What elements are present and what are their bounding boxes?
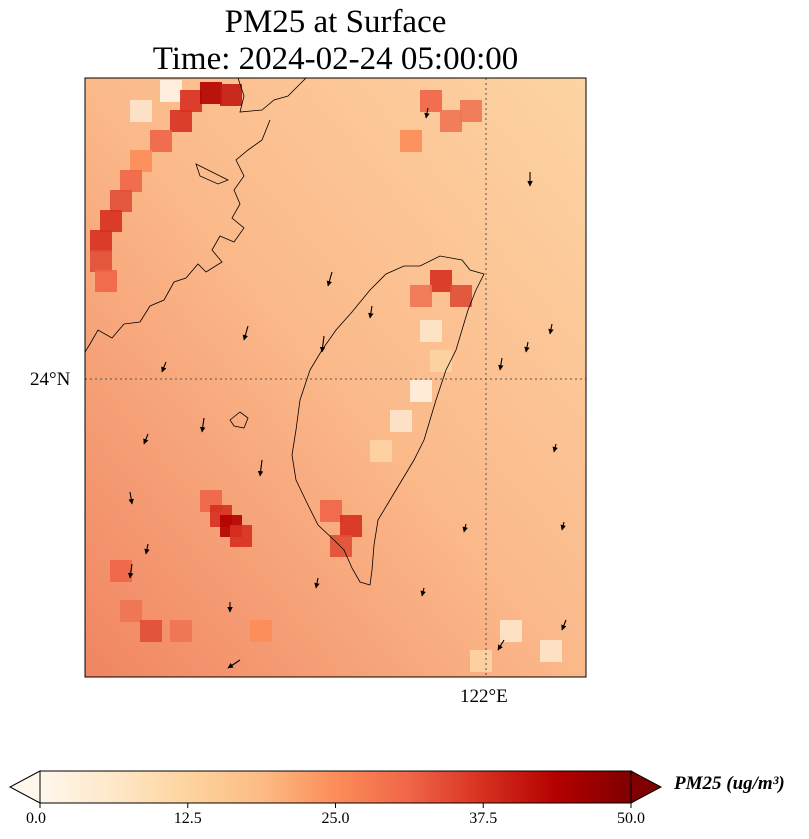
wind-arrow bbox=[560, 521, 566, 531]
wind-arrow bbox=[319, 335, 326, 353]
pm25-cell bbox=[220, 84, 242, 106]
wind-arrow bbox=[368, 305, 374, 319]
pm25-cell bbox=[430, 350, 452, 372]
pm25-cell bbox=[370, 440, 392, 462]
pm25-cell bbox=[110, 560, 132, 582]
pm25-cell bbox=[420, 320, 442, 342]
pm25-cell bbox=[160, 80, 182, 102]
wind-arrow bbox=[497, 639, 505, 651]
wind-arrow bbox=[524, 341, 530, 353]
wind-arrow bbox=[144, 543, 150, 555]
colorbar-tick-label: 37.5 bbox=[469, 810, 498, 827]
colorbar-tick-label: 12.5 bbox=[173, 810, 202, 827]
wind-arrow bbox=[552, 443, 558, 453]
pm25-cell bbox=[410, 380, 432, 402]
pm25-cell bbox=[430, 270, 452, 292]
wind-arrow bbox=[127, 563, 134, 579]
coastline bbox=[85, 78, 485, 586]
wind-arrow bbox=[326, 271, 333, 287]
lon-tick-label: 122°E bbox=[460, 686, 508, 707]
colorbar-title: PM25 (ug/m³) bbox=[674, 773, 785, 794]
wind-arrow bbox=[128, 491, 134, 505]
wind-arrow bbox=[462, 523, 468, 533]
wind-arrow bbox=[561, 619, 567, 631]
colorbar-tick-label: 0.0 bbox=[26, 810, 46, 827]
map-time: Time: 2024-02-24 05:00:00 bbox=[152, 41, 519, 77]
wind-vectors bbox=[127, 107, 567, 669]
wind-arrow bbox=[314, 577, 320, 589]
colorbar-tick-label: 25.0 bbox=[321, 810, 350, 827]
taiwan-coastline bbox=[291, 255, 485, 586]
pm25-cell bbox=[120, 170, 142, 192]
pm25-cell bbox=[180, 90, 202, 112]
pm25-cell bbox=[320, 500, 342, 522]
colorbar-extend-max bbox=[630, 770, 663, 804]
pm25-cell bbox=[540, 640, 562, 662]
colorbar-ticks bbox=[39, 803, 632, 808]
colorbar-tick-label: 50.0 bbox=[617, 810, 645, 827]
pm25-cell bbox=[170, 620, 192, 642]
pm25-cell bbox=[170, 110, 192, 132]
wind-arrow bbox=[227, 659, 241, 669]
pm25-cell bbox=[130, 100, 152, 122]
mainland-coastline bbox=[85, 78, 307, 429]
pm25-cell bbox=[390, 410, 412, 432]
pm25-cell bbox=[470, 650, 492, 672]
pm25-cell bbox=[450, 285, 472, 307]
pm25-cell bbox=[340, 515, 362, 537]
wind-arrow bbox=[498, 357, 504, 371]
pm25-cell bbox=[90, 230, 112, 252]
map-title: PM25 at Surface bbox=[224, 4, 447, 40]
pm25-cell bbox=[90, 250, 112, 272]
wind-arrow bbox=[424, 107, 430, 119]
wind-arrow bbox=[242, 325, 249, 341]
wind-arrow bbox=[161, 361, 167, 373]
pm25-cell bbox=[440, 110, 462, 132]
wind-arrow bbox=[420, 587, 426, 597]
pm25-map bbox=[84, 77, 587, 678]
pm25-cell bbox=[200, 82, 222, 104]
pm25-cell bbox=[400, 130, 422, 152]
pm25-cell bbox=[130, 150, 152, 172]
colorbar-bar bbox=[39, 770, 632, 804]
pm25-cell bbox=[120, 600, 142, 622]
pm25-cell bbox=[140, 620, 162, 642]
wind-arrow bbox=[548, 323, 554, 335]
pm25-cell bbox=[250, 620, 272, 642]
pm25-cell bbox=[95, 270, 117, 292]
pm25-cell bbox=[100, 210, 122, 232]
wind-arrow bbox=[199, 417, 206, 433]
pm25-cell bbox=[330, 535, 352, 557]
pm25-cell bbox=[410, 285, 432, 307]
pm25-cell bbox=[420, 90, 442, 112]
pm25-cell bbox=[110, 190, 132, 212]
map-frame bbox=[84, 77, 587, 678]
pm25-cell bbox=[150, 130, 172, 152]
wind-arrow bbox=[143, 433, 149, 445]
pm25-cell bbox=[500, 620, 522, 642]
colorbar-extend-min bbox=[8, 770, 41, 804]
pm25-cell bbox=[460, 100, 482, 122]
lat-tick-label: 24°N bbox=[30, 369, 71, 390]
pm25-cells bbox=[90, 80, 562, 672]
wind-arrow bbox=[257, 459, 264, 477]
pm25-cell bbox=[230, 525, 252, 547]
